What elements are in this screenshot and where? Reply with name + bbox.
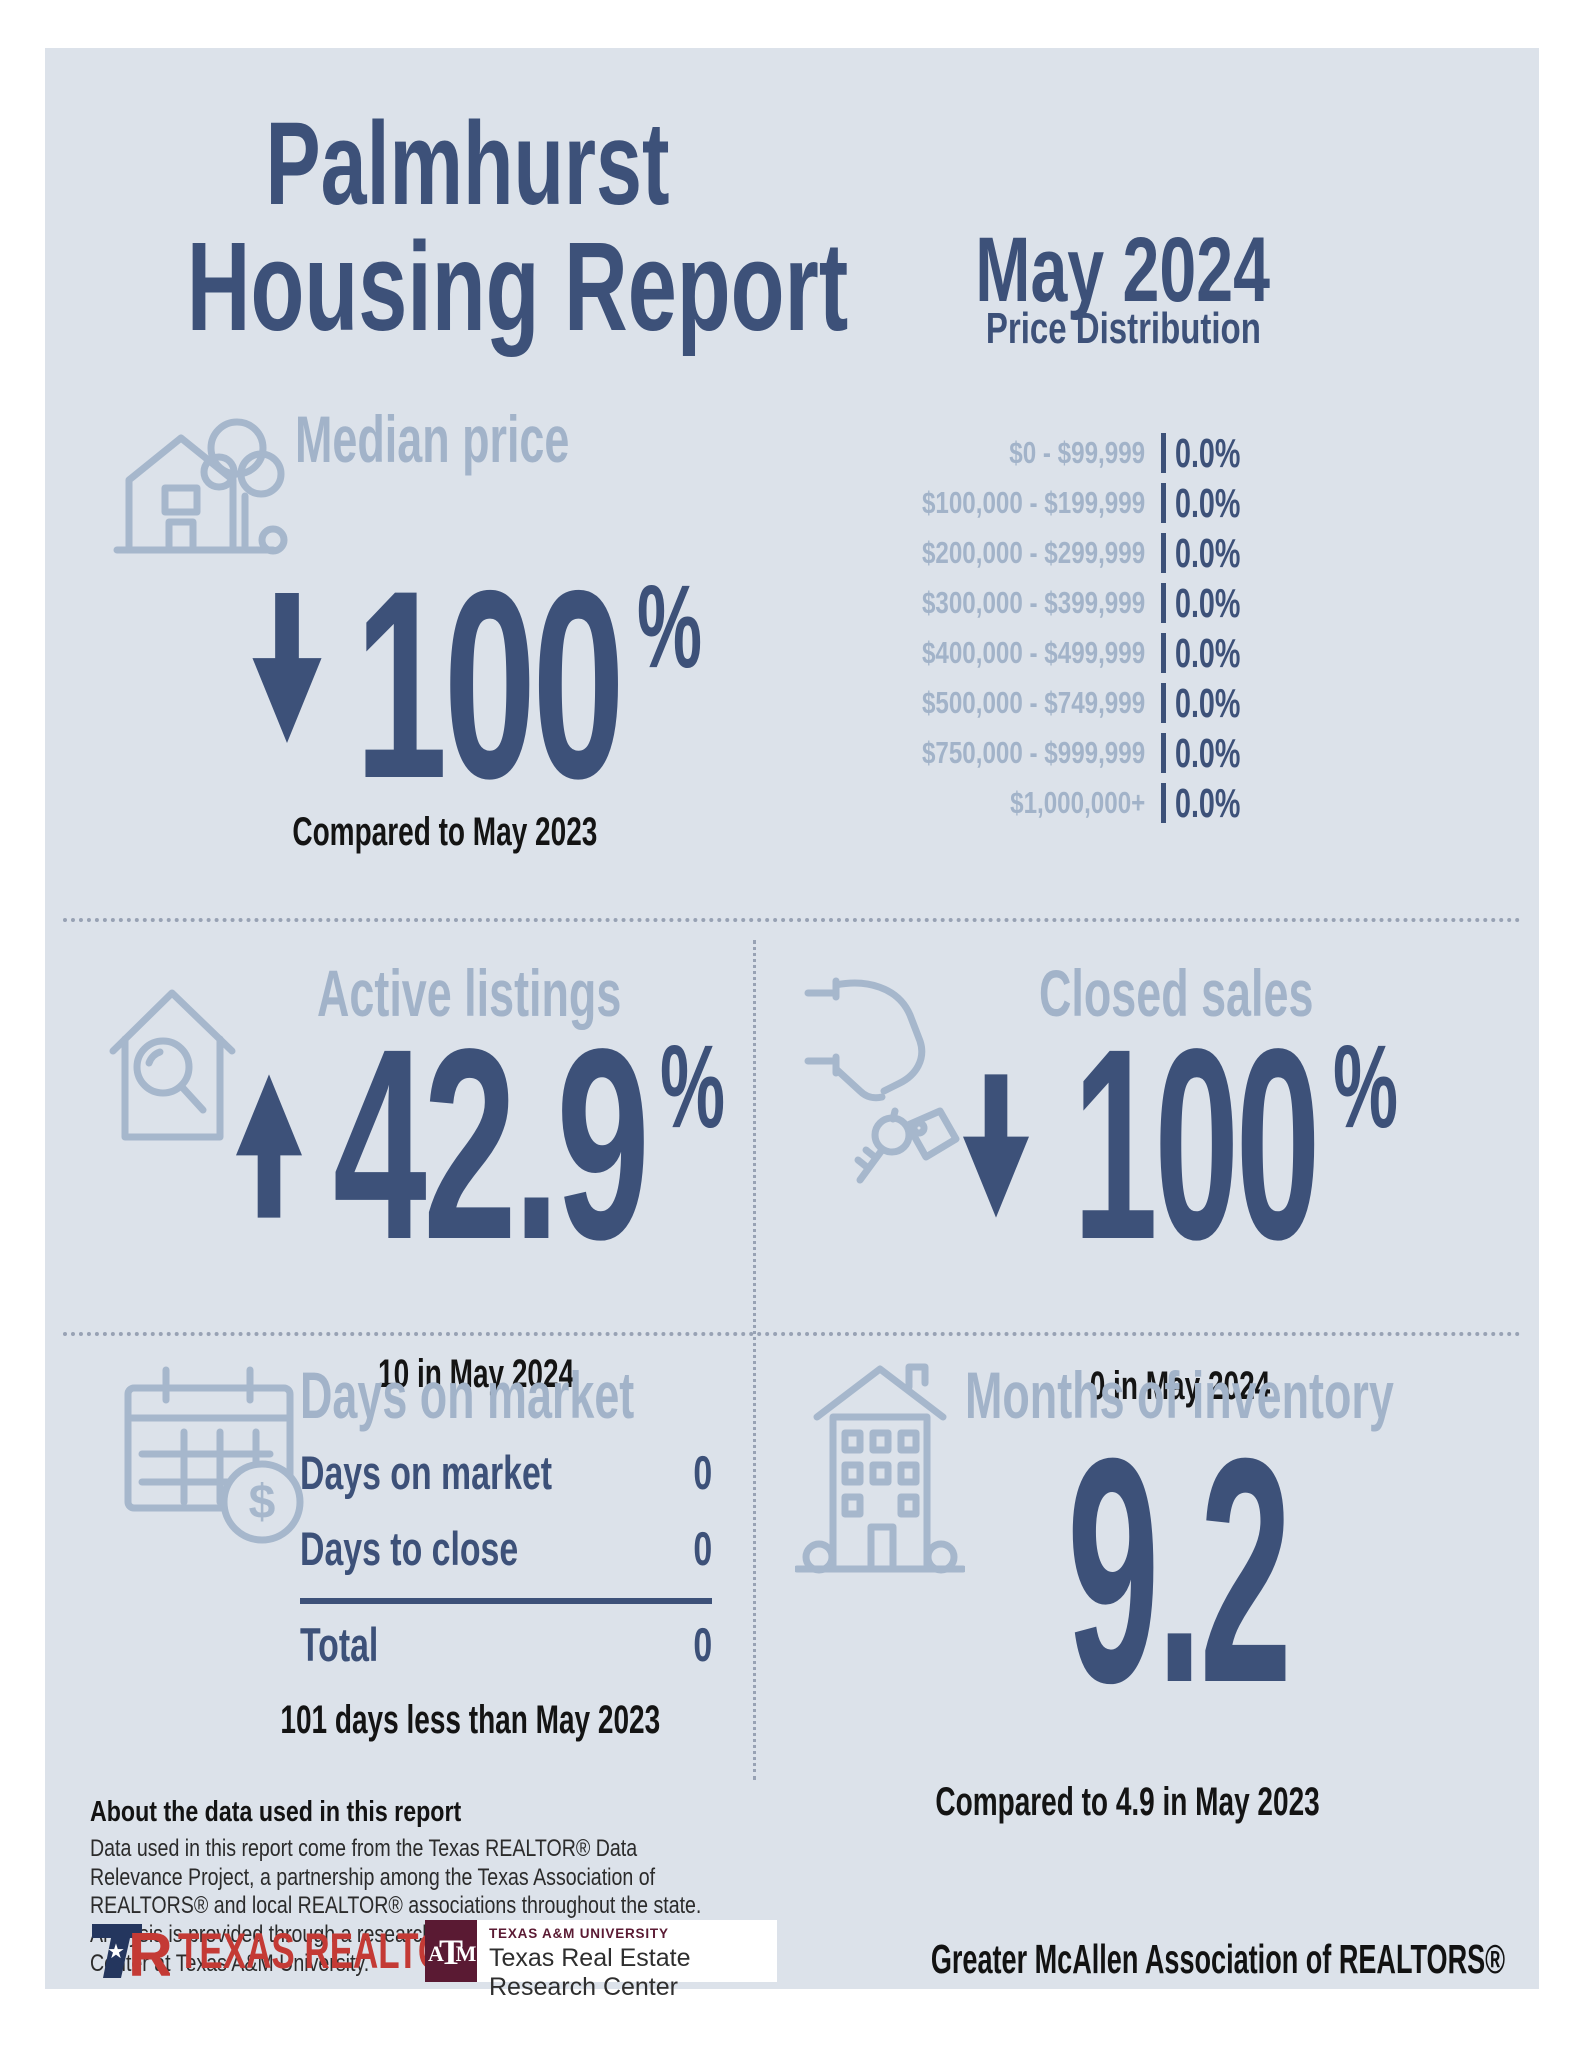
price-percent-value: 0.0% — [1175, 729, 1241, 776]
active-listings-note: 10 in May 2024 — [377, 1352, 575, 1396]
price-percent-value: 0.0% — [1175, 679, 1241, 726]
up-arrow-icon — [236, 1074, 302, 1218]
days-row-label: Days to close — [300, 1521, 519, 1575]
report-period: May 2024 — [975, 219, 1271, 321]
texas-realtors-mark-icon: ★ R — [92, 1921, 170, 1982]
median-price-label: Median price — [295, 402, 570, 476]
closed-sales-value: 100 — [1073, 992, 1320, 1296]
price-range-label: $500,000 - $749,999 — [921, 685, 1145, 720]
price-bar — [1161, 783, 1166, 823]
price-distribution-row: $1,000,000+ 0.0% — [445, 778, 1245, 828]
price-distribution-list: $0 - $99,999 0.0% $100,000 - $199,999 0.0% $… — [445, 428, 1245, 828]
down-arrow-icon — [963, 1074, 1029, 1218]
price-percent-value: 0.0% — [1175, 529, 1241, 576]
price-range-label: $400,000 - $499,999 — [921, 635, 1145, 670]
horizontal-divider-top — [63, 918, 1521, 922]
closed-sales-label: Closed sales — [1039, 956, 1314, 1030]
price-distribution-row: $100,000 - $199,999 0.0% — [445, 478, 1245, 528]
tamu-center-label: Texas Real Estate Research Center — [489, 1944, 691, 2001]
down-arrow-icon — [252, 593, 322, 743]
days-table-row: Days to close 0 — [300, 1521, 712, 1575]
months-of-inventory-value: 9.2 — [1067, 1391, 1292, 1749]
closed-sales-percent: % — [1333, 1021, 1399, 1153]
price-percent-value: 0.0% — [1175, 629, 1241, 676]
price-range-label: $750,000 - $999,999 — [921, 735, 1145, 770]
price-bar — [1161, 583, 1166, 623]
svg-text:R: R — [128, 1921, 170, 1982]
price-range-label: $0 - $99,999 — [1009, 435, 1145, 470]
active-listings-percent: % — [660, 1021, 726, 1153]
association-credit: Greater McAllen Association of REALTORS® — [930, 1936, 1505, 1982]
table-total-row: Total 0 — [300, 1617, 712, 1671]
housing-report-card: Palmhurst Housing Report May 2024 Price … — [45, 48, 1539, 2001]
tamu-research-center-logo: A M T TEXAS A&M UNIVERSITY Texas Real Es… — [425, 1920, 777, 2001]
active-listings-value: 42.9 — [333, 992, 650, 1296]
report-title-city: Palmhurst — [266, 98, 670, 230]
median-price-note: Compared to May 2023 — [292, 810, 598, 854]
active-listings-label: Active listings — [317, 956, 622, 1030]
tamu-wordmark-strip: TEXAS A&M UNIVERSITY Texas Real Estate R… — [477, 1920, 777, 2001]
vertical-divider — [753, 940, 756, 1780]
tamu-university-label: TEXAS A&M UNIVERSITY — [489, 1926, 669, 1941]
price-bar — [1161, 683, 1166, 723]
price-bar — [1161, 633, 1166, 673]
price-range-label: $1,000,000+ — [1009, 785, 1145, 820]
svg-text:M: M — [456, 1941, 477, 1966]
svg-text:T: T — [439, 1932, 463, 1972]
about-body: Data used in this report come from the T… — [90, 1835, 713, 1977]
median-price-value: 100 — [355, 534, 625, 834]
months-of-inventory-heading: Months of inventory — [965, 1358, 1394, 1432]
total-value: 0 — [693, 1617, 712, 1671]
price-distribution-row: $400,000 - $499,999 0.0% — [445, 628, 1245, 678]
svg-text:A: A — [428, 1941, 444, 1966]
price-percent-value: 0.0% — [1175, 579, 1241, 626]
price-percent-value: 0.0% — [1175, 479, 1241, 526]
apartment-building-icon — [795, 1363, 965, 1574]
days-on-market-note: 101 days less than May 2023 — [280, 1698, 660, 1742]
price-distribution-row: $0 - $99,999 0.0% — [445, 428, 1245, 478]
closed-sales-note: 0 in May 2024 — [1089, 1364, 1271, 1408]
price-bar — [1161, 533, 1166, 573]
price-distribution-row: $500,000 - $749,999 0.0% — [445, 678, 1245, 728]
median-price-percent: % — [637, 561, 703, 693]
table-total-rule — [300, 1598, 712, 1604]
hand-with-keys-icon — [804, 977, 960, 1184]
price-percent-value: 0.0% — [1175, 429, 1241, 476]
about-heading: About the data used in this report — [90, 1796, 462, 1828]
svg-text:★: ★ — [107, 1941, 125, 1963]
total-label: Total — [300, 1617, 379, 1671]
house-with-magnifier-icon — [109, 989, 236, 1141]
report-title: Palmhurst Housing Report — [45, 104, 891, 350]
price-percent-value: 0.0% — [1175, 779, 1241, 826]
price-distribution-title: Price Distribution — [985, 304, 1261, 353]
price-range-label: $100,000 - $199,999 — [921, 485, 1145, 520]
report-title-type: Housing Report — [186, 216, 849, 358]
price-bar — [1161, 433, 1166, 473]
price-bar — [1161, 483, 1166, 523]
price-range-label: $200,000 - $299,999 — [921, 535, 1145, 570]
tamu-block-icon: A M T — [425, 1920, 477, 1982]
days-row-value: 0 — [693, 1521, 712, 1575]
days-row-label: Days on market — [300, 1445, 553, 1499]
house-with-tree-icon — [113, 418, 288, 555]
days-row-value: 0 — [693, 1445, 712, 1499]
about-section: About the data used in this report Data … — [90, 1796, 730, 1978]
price-distribution-row: $200,000 - $299,999 0.0% — [445, 528, 1245, 578]
days-on-market-table: Days on market 0 Days to close 0 Total 0 — [300, 1446, 712, 1694]
horizontal-divider-bottom — [63, 1332, 1521, 1336]
calendar-with-dollar-icon: $ — [124, 1366, 304, 1544]
price-distribution-row: $750,000 - $999,999 0.0% — [445, 728, 1245, 778]
svg-text:$: $ — [249, 1476, 276, 1529]
price-bar — [1161, 733, 1166, 773]
price-distribution-row: $300,000 - $399,999 0.0% — [445, 578, 1245, 628]
months-of-inventory-note: Compared to 4.9 in May 2023 — [935, 1780, 1321, 1824]
days-on-market-heading: Days on market — [300, 1358, 635, 1432]
price-range-label: $300,000 - $399,999 — [921, 585, 1145, 620]
days-table-row: Days on market 0 — [300, 1445, 712, 1499]
